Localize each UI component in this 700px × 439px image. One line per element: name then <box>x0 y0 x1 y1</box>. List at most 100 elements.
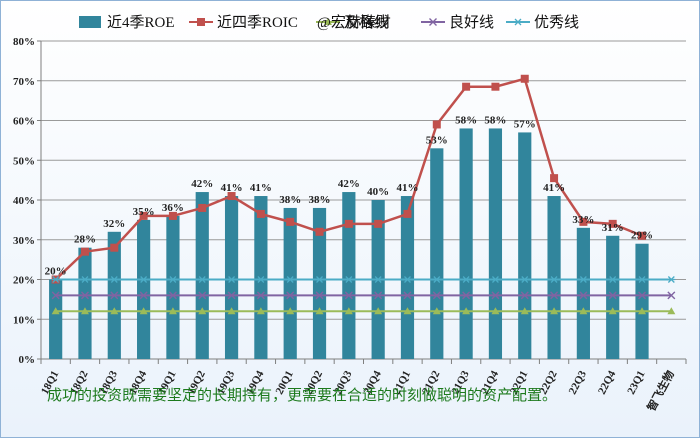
series-point <box>638 307 647 315</box>
series-point <box>579 291 588 300</box>
legend-swatch <box>79 16 101 28</box>
series-point <box>520 74 529 83</box>
roe-bar <box>254 196 268 359</box>
series-point <box>168 276 177 283</box>
roe-bar <box>224 196 239 359</box>
series-point <box>256 276 265 283</box>
y-tick-label: 60% <box>13 116 35 128</box>
series-point <box>168 291 177 300</box>
series-point <box>608 307 617 315</box>
watermark-text: @宏赫臻财 <box>317 14 391 31</box>
series-point <box>520 276 529 283</box>
series-point <box>432 291 441 300</box>
roe-bar <box>488 128 503 359</box>
series-point <box>198 203 207 212</box>
series-point <box>403 307 412 315</box>
legend-label: 良好线 <box>449 14 494 31</box>
series-point <box>608 291 617 300</box>
series-point <box>579 217 588 226</box>
roe-bar <box>49 279 63 359</box>
y-tick-label: 40% <box>13 195 35 207</box>
series-point <box>520 291 529 300</box>
series-point <box>227 192 236 201</box>
series-point <box>374 276 383 283</box>
roe-data-label: 38% <box>279 194 301 206</box>
series-point <box>667 291 676 300</box>
roe-data-label: 38% <box>309 194 331 206</box>
roe-bar <box>137 219 151 359</box>
series-point <box>432 307 441 315</box>
x-tick-label: 22Q4 <box>596 368 619 396</box>
legend-label: 优秀线 <box>534 14 579 31</box>
series-point <box>491 291 500 300</box>
y-tick-label: 50% <box>13 155 35 167</box>
series-point <box>256 291 265 300</box>
roe-data-label: 28% <box>74 234 96 246</box>
series-point <box>520 307 529 315</box>
series-point <box>110 276 119 283</box>
series-point <box>491 276 500 283</box>
series-point <box>51 276 60 283</box>
series-point <box>198 276 207 283</box>
series-point <box>198 307 207 315</box>
series-point <box>315 227 324 236</box>
series-point <box>462 291 471 300</box>
roe-bar <box>78 247 92 359</box>
roe-data-label: 41% <box>221 182 243 194</box>
roe-bar <box>342 192 356 359</box>
roe-data-label: 42% <box>338 178 360 190</box>
series-point <box>80 276 89 283</box>
series-point <box>51 307 60 315</box>
series-point <box>344 219 353 228</box>
series-point <box>256 307 265 315</box>
series-point <box>344 307 353 315</box>
roe-bar <box>606 235 620 359</box>
legend-label: 及格线 <box>344 14 389 31</box>
series-lines <box>51 74 676 315</box>
series-point <box>227 276 236 283</box>
roe-bar <box>166 215 180 359</box>
series-point <box>315 307 324 315</box>
roe-data-label: 35% <box>133 206 155 218</box>
roe-data-label: 58% <box>455 114 477 126</box>
series-point <box>403 276 412 283</box>
legend-label: 近4季ROE <box>107 14 175 31</box>
series-point <box>638 276 647 283</box>
series-point <box>608 219 617 228</box>
roe-data-label: 53% <box>426 134 448 146</box>
roe-data-label: 29% <box>631 230 653 242</box>
series-point <box>198 291 207 300</box>
series-point <box>462 276 471 283</box>
roe-data-label: 41% <box>396 182 418 194</box>
roe-bar <box>635 243 649 359</box>
series-point <box>315 276 324 283</box>
series-point <box>110 243 119 252</box>
series-point <box>80 291 89 300</box>
series-point <box>286 307 295 315</box>
series-point <box>315 291 324 300</box>
series-point <box>139 211 148 220</box>
series-point <box>403 291 412 300</box>
series-point <box>374 291 383 300</box>
roe-data-label: 32% <box>103 218 125 230</box>
series-point <box>286 276 295 283</box>
series-point <box>462 82 471 91</box>
series-point <box>403 209 412 218</box>
legend-marker <box>197 18 205 26</box>
y-tick-label: 10% <box>13 314 35 326</box>
series-point <box>550 276 559 283</box>
series-point <box>110 307 119 315</box>
series-point <box>432 120 441 129</box>
roe-bar <box>576 227 590 359</box>
y-tick-label: 80% <box>13 36 35 48</box>
y-tick-label: 20% <box>13 275 35 287</box>
y-tick-label: 0% <box>19 354 36 366</box>
series-point <box>110 291 119 300</box>
series-point <box>491 82 500 91</box>
series-point <box>374 307 383 315</box>
roe-data-label: 41% <box>543 182 565 194</box>
series-point <box>227 291 236 300</box>
series-point <box>432 276 441 283</box>
roe-data-label: 40% <box>367 186 389 198</box>
series-point <box>638 291 647 300</box>
